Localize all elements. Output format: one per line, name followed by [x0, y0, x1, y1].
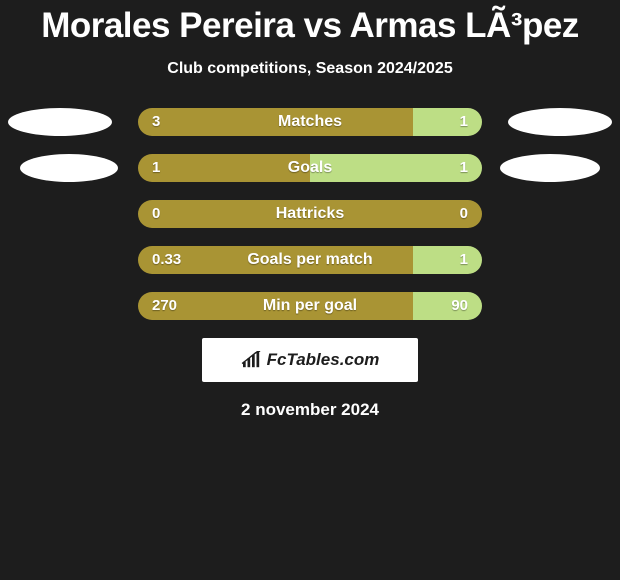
subtitle: Club competitions, Season 2024/2025	[0, 60, 620, 78]
bar-chart-icon	[241, 351, 263, 369]
page-title: Morales Pereira vs Armas LÃ³pez	[0, 6, 620, 46]
stat-bar: 31Matches	[138, 108, 482, 136]
stat-bar: 0.331Goals per match	[138, 246, 482, 274]
stat-row: 31Matches	[0, 108, 620, 136]
avatar-left	[20, 154, 118, 182]
stat-bar: 27090Min per goal	[138, 292, 482, 320]
stat-row: 27090Min per goal	[0, 292, 620, 320]
comparison-card: Morales Pereira vs Armas LÃ³pez Club com…	[0, 0, 620, 420]
date-label: 2 november 2024	[0, 400, 620, 420]
stat-label: Goals	[138, 154, 482, 182]
brand-text: FcTables.com	[267, 350, 380, 370]
stat-bar: 11Goals	[138, 154, 482, 182]
stat-bar: 00Hattricks	[138, 200, 482, 228]
stat-label: Hattricks	[138, 200, 482, 228]
stat-label: Goals per match	[138, 246, 482, 274]
avatar-right	[500, 154, 600, 182]
brand-box[interactable]: FcTables.com	[202, 338, 418, 382]
stat-row: 0.331Goals per match	[0, 246, 620, 274]
avatar-right	[508, 108, 612, 136]
stat-rows: 31Matches 11Goals 00Hattricks 0.331Goals pe…	[0, 108, 620, 320]
stat-label: Matches	[138, 108, 482, 136]
stat-row: 11Goals	[0, 154, 620, 182]
avatar-left	[8, 108, 112, 136]
stat-row: 00Hattricks	[0, 200, 620, 228]
stat-label: Min per goal	[138, 292, 482, 320]
